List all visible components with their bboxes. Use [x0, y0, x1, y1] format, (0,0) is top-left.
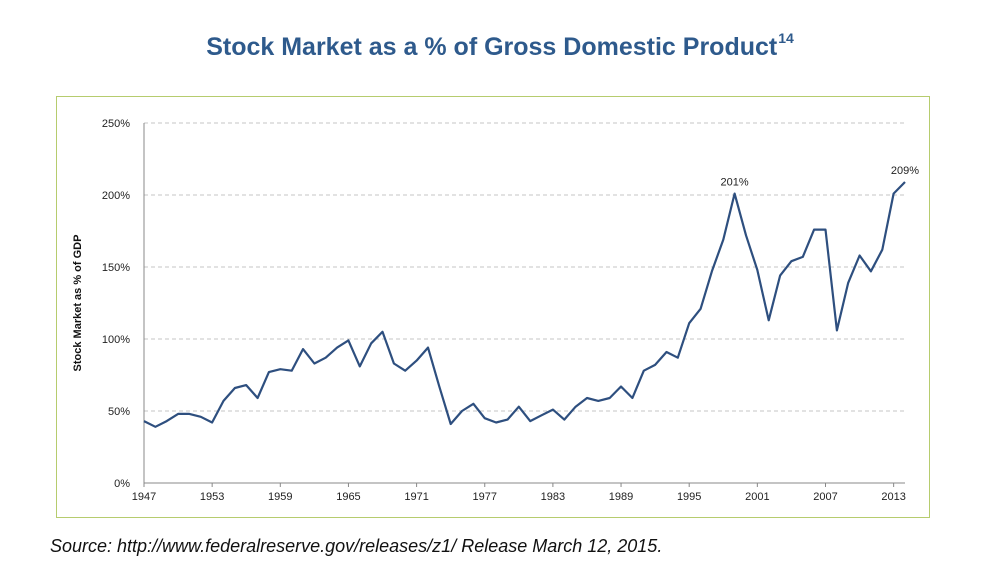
x-tick-label: 2007: [813, 491, 837, 503]
x-tick-label: 1995: [677, 491, 701, 503]
page-title: Stock Market as a % of Gross Domestic Pr…: [0, 30, 1000, 62]
line-chart: 0%50%100%150%200%250% 1947 1953 1959 1965 19…: [72, 118, 920, 503]
data-label: 201%: [721, 177, 749, 189]
series-layer: [143, 181, 906, 428]
data-label: 209%: [891, 165, 919, 177]
x-tick-label: 1947: [132, 491, 156, 503]
y-tick-labels: 0% 50% 100% 150% 200% 250%: [102, 118, 130, 490]
title-footnote: 14: [778, 30, 794, 46]
y-tick-label: 250%: [102, 118, 130, 130]
x-tick-label: 1971: [404, 491, 428, 503]
y-tick-label: 100%: [102, 334, 130, 346]
x-tick-label: 1953: [200, 491, 224, 503]
x-tick-label: 2001: [745, 491, 769, 503]
x-tick-label: 1959: [268, 491, 292, 503]
chart-frame: 0% 50% 100% 150% 200% 250% 1947 1953 1959 1965 19…: [56, 96, 930, 518]
y-tick-label: 150%: [102, 262, 130, 274]
y-tick-label: 0%: [114, 478, 130, 490]
axes: [143, 123, 905, 487]
x-tick-label: 1989: [609, 491, 633, 503]
x-tick-labels: 1947 1953 1959 1965 1971 1977 1983 1989 1995 2001…: [132, 491, 906, 503]
series-line: [143, 181, 906, 428]
annotations: 201% 209%: [721, 165, 920, 189]
source-citation: Source: http://www.federalreserve.gov/re…: [50, 536, 663, 556]
y-tick-label: 200%: [102, 190, 130, 202]
x-tick-label: 1983: [541, 491, 565, 503]
x-tick-label: 2013: [881, 491, 905, 503]
y-axis-label: Stock Market as % of GDP: [72, 235, 84, 372]
title-text: Stock Market as a % of Gross Domestic Pr…: [206, 33, 778, 61]
x-tick-label: 1977: [473, 491, 497, 503]
gridlines: [144, 122, 905, 412]
x-tick-label: 1965: [336, 491, 360, 503]
y-tick-label: 50%: [108, 406, 130, 418]
